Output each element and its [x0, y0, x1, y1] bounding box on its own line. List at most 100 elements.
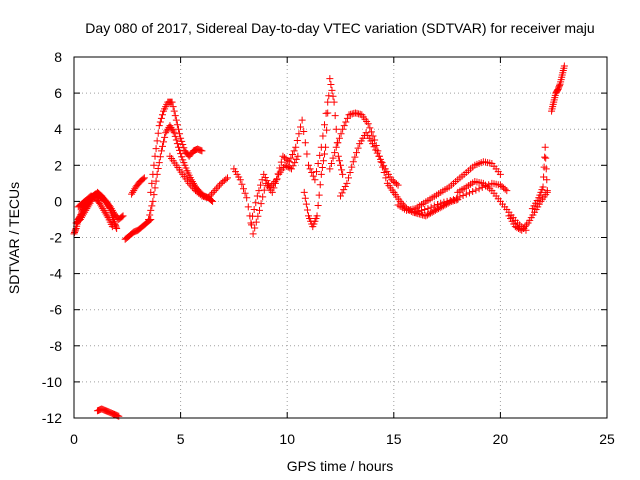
data-point: [318, 164, 326, 172]
data-point: [309, 172, 317, 180]
data-point: [496, 170, 504, 178]
data-point: [334, 139, 342, 147]
data-point: [398, 199, 406, 207]
data-point: [518, 226, 526, 234]
data-point: [519, 224, 527, 232]
data-point: [281, 161, 289, 169]
data-point: [435, 205, 443, 213]
y-tick-label: -12: [42, 410, 62, 426]
data-point: [188, 183, 196, 191]
data-point: [277, 158, 285, 166]
data-point: [172, 136, 180, 144]
data-point: [343, 114, 351, 122]
data-point: [129, 188, 137, 196]
data-point: [224, 174, 232, 182]
data-point: [190, 185, 198, 193]
data-point: [83, 205, 91, 213]
data-point: [85, 201, 93, 209]
data-point: [284, 163, 292, 171]
data-point: [169, 103, 177, 111]
data-point: [513, 224, 521, 232]
data-point: [268, 181, 276, 189]
data-point: [113, 224, 121, 232]
data-point: [427, 209, 435, 217]
data-point: [326, 75, 334, 83]
data-point: [316, 181, 324, 189]
axis-ticks: 0 5 10 15 20 25 -12 -10 -8 -6 -4 -2 0 2 4 6 8: [42, 49, 615, 447]
data-point: [421, 206, 429, 214]
data-point: [511, 223, 519, 231]
data-point: [77, 214, 85, 222]
data-point: [148, 202, 156, 210]
data-point: [285, 158, 293, 166]
data-point: [434, 201, 442, 209]
data-point: [177, 134, 185, 142]
data-point: [146, 211, 154, 219]
data-point: [303, 206, 311, 214]
data-point: [306, 165, 314, 173]
data-point: [337, 192, 344, 200]
data-point: [329, 92, 337, 100]
data-point: [107, 205, 115, 213]
data-point: [459, 192, 467, 200]
data-point: [475, 185, 483, 193]
data-point: [255, 206, 263, 214]
data-point: [340, 186, 348, 194]
x-tick-label: 15: [386, 431, 402, 447]
data-point: [334, 152, 342, 160]
data-point: [298, 116, 306, 124]
data-point: [332, 125, 340, 133]
data-point: [314, 201, 322, 209]
data-point: [292, 155, 300, 163]
data-point: [140, 174, 148, 182]
data-point: [128, 190, 136, 198]
data-point: [539, 183, 547, 191]
data-point: [308, 169, 316, 177]
data-point: [331, 112, 339, 120]
data-point: [297, 123, 305, 131]
x-tick-label: 10: [279, 431, 295, 447]
data-point: [103, 212, 111, 220]
data-point: [314, 159, 322, 167]
data-point: [301, 139, 309, 147]
y-tick-label: -10: [42, 374, 62, 390]
data-point: [301, 194, 309, 202]
data-point: [214, 183, 222, 191]
data-point: [108, 223, 116, 231]
data-point: [424, 205, 432, 213]
data-point: [208, 190, 216, 198]
data-point: [331, 149, 339, 157]
data-point: [216, 181, 224, 189]
data-point: [204, 194, 212, 202]
data-point: [247, 219, 255, 227]
data-point: [247, 221, 255, 229]
data-point: [501, 185, 509, 193]
data-point: [431, 206, 439, 214]
y-tick-label: 2: [54, 157, 62, 173]
data-point: [348, 163, 356, 171]
data-point: [151, 184, 159, 192]
data-point: [266, 183, 274, 191]
data-point: [319, 157, 327, 165]
data-point: [238, 180, 246, 188]
data-point: [174, 125, 182, 133]
data-point: [158, 142, 166, 150]
data-point: [327, 81, 335, 89]
data-point: [375, 152, 383, 160]
data-point: [167, 123, 175, 131]
data-point: [157, 147, 165, 155]
data-point: [150, 191, 158, 199]
data-point: [168, 125, 176, 133]
data-point: [160, 138, 168, 146]
data-point: [427, 203, 435, 211]
data-point: [287, 154, 295, 162]
y-tick-label: -2: [50, 230, 63, 246]
data-point: [440, 198, 448, 206]
data-point: [209, 197, 217, 205]
data-point: [319, 132, 327, 140]
data-point: [145, 215, 153, 223]
data-point: [157, 114, 165, 122]
data-point: [153, 170, 161, 178]
data-point: [161, 133, 169, 141]
data-point: [553, 87, 561, 95]
